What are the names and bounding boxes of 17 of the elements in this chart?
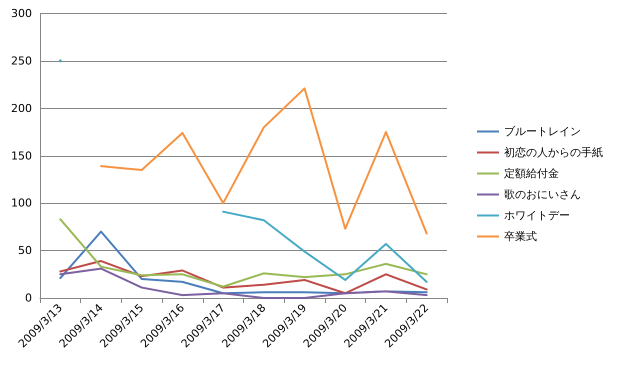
line-series <box>59 260 428 294</box>
y-tick-label: 200 <box>10 102 32 115</box>
line-series <box>59 268 428 299</box>
y-tick-label: 100 <box>10 196 32 210</box>
line-series <box>59 218 428 288</box>
legend-label: 卒業式 <box>504 230 537 243</box>
legend-label: 初恋の人からの手紙 <box>504 146 603 159</box>
y-tick-label: 50 <box>18 244 32 258</box>
legend-label: 歌のおにいさん <box>504 188 581 201</box>
y-tick-label: 300 <box>10 7 32 20</box>
y-tick-label: 0 <box>24 292 32 304</box>
legend-label: ブルートレイン <box>504 125 581 138</box>
legend-label: 定額給付金 <box>504 167 559 180</box>
line-series <box>100 87 428 235</box>
legend-label: ホワイトデー <box>504 209 570 222</box>
y-tick-label: 250 <box>10 54 32 68</box>
y-tick-label: 150 <box>10 149 32 162</box>
